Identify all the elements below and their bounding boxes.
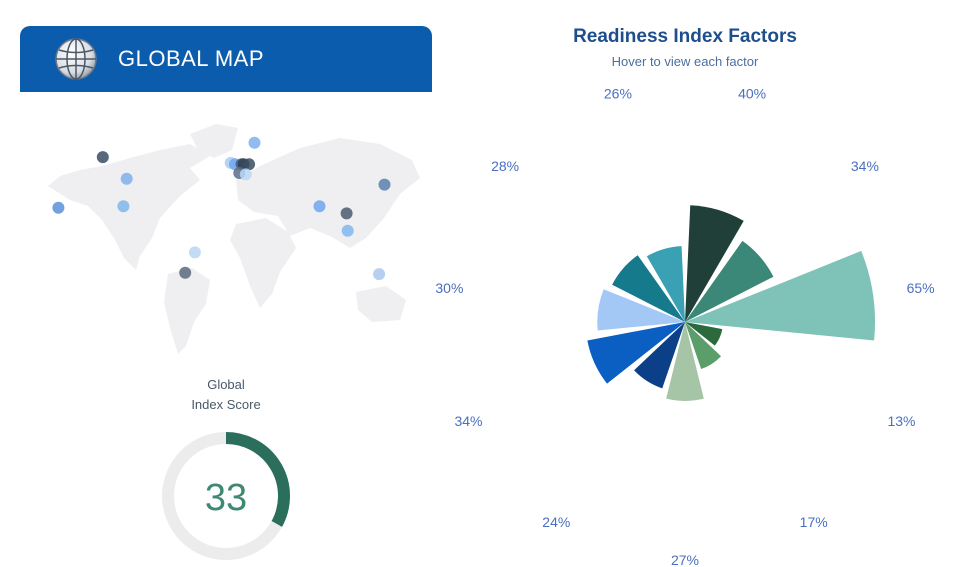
map-point-2[interactable]	[120, 172, 133, 185]
rose-sector-10[interactable]	[646, 246, 685, 322]
rose-label-8: 30%	[435, 280, 463, 296]
score-arc	[225, 432, 290, 527]
map-point-12[interactable]	[239, 168, 252, 181]
rose-sector-3[interactable]	[685, 322, 723, 346]
map-point-1[interactable]	[96, 151, 109, 164]
map-point-13[interactable]	[248, 136, 261, 149]
rose-label-7: 34%	[454, 413, 482, 429]
rose-sector-5[interactable]	[666, 322, 704, 401]
rose-label-5: 27%	[671, 552, 699, 567]
rose-sector-1[interactable]	[685, 240, 774, 322]
map-point-10[interactable]	[243, 158, 256, 171]
rose-sector-9[interactable]	[612, 255, 685, 322]
map-point-18[interactable]	[373, 268, 386, 281]
map-point-14[interactable]	[313, 200, 326, 213]
rose-label-0: 40%	[738, 86, 766, 102]
rose-sector-7[interactable]	[587, 322, 685, 384]
rose-sector-6[interactable]	[634, 322, 685, 389]
map-point-4[interactable]	[179, 266, 192, 279]
map-point-17[interactable]	[378, 178, 391, 191]
index-score-donut: 33	[162, 432, 290, 560]
score-label-line2: Index Score	[191, 397, 261, 412]
rose-label-10: 26%	[604, 86, 632, 102]
rose-sectors	[587, 205, 875, 401]
rose-label-1: 34%	[851, 158, 879, 174]
globe-icon	[55, 38, 97, 80]
rose-sector-8[interactable]	[597, 289, 685, 331]
score-label-line1: Global	[207, 377, 245, 392]
map-point-5[interactable]	[188, 246, 201, 259]
map-point-15[interactable]	[340, 207, 353, 220]
chart-title: Readiness Index Factors	[573, 26, 797, 47]
global-map-header: GLOBAL MAP	[20, 26, 432, 92]
rose-label-2: 65%	[907, 280, 935, 296]
rose-sector-0[interactable]	[685, 205, 744, 322]
rose-label-6: 24%	[542, 514, 570, 530]
rose-sector-4[interactable]	[685, 322, 722, 369]
readiness-rose-chart[interactable]: 40% 34% 65% 13% 17% 27% 24% 34% 30% 28% 26%	[430, 80, 940, 567]
rose-label-9: 28%	[491, 158, 519, 174]
rose-label-3: 13%	[887, 413, 915, 429]
map-title: GLOBAL MAP	[118, 46, 265, 71]
rose-labels: 40% 34% 65% 13% 17% 27% 24% 34% 30% 28% 26%	[435, 86, 934, 567]
rose-label-4: 17%	[800, 514, 828, 530]
map-points	[52, 136, 391, 281]
map-point-3[interactable]	[117, 200, 130, 213]
score-value: 33	[205, 477, 247, 519]
chart-subtitle: Hover to view each factor	[611, 54, 759, 69]
map-point-16[interactable]	[341, 224, 354, 237]
map-point-0[interactable]	[52, 201, 65, 214]
rose-sector-2[interactable]	[685, 250, 875, 341]
world-map[interactable]	[40, 108, 430, 368]
